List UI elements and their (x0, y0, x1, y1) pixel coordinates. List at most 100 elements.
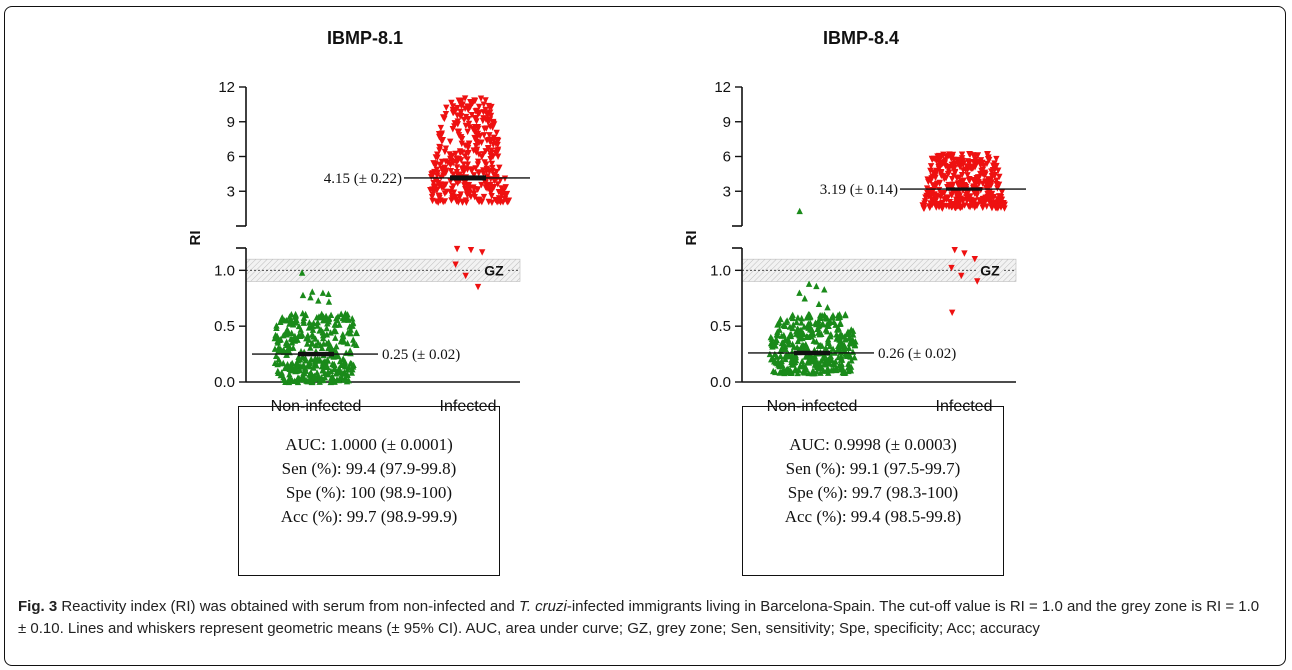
data-point-infected (961, 181, 968, 189)
data-point-non-infected (280, 348, 288, 355)
data-point-infected (428, 171, 435, 178)
data-point-non-infected (289, 377, 296, 384)
stats-accuracy: Acc (%): 99.4 (98.5-99.8) (784, 507, 962, 526)
data-point-non-infected (295, 375, 303, 382)
data-point-non-infected (796, 207, 803, 215)
data-point-infected (482, 97, 489, 104)
data-point-non-infected (794, 325, 801, 332)
data-point-non-infected (308, 339, 316, 346)
data-point-infected (928, 175, 935, 182)
data-point-infected (442, 110, 450, 118)
data-point-infected (485, 198, 492, 206)
data-point-infected (464, 156, 471, 163)
data-point-infected (488, 188, 495, 195)
data-point-infected (958, 155, 966, 162)
data-point-non-infected (795, 366, 802, 373)
data-point-infected (436, 182, 443, 189)
data-point-infected (442, 169, 449, 177)
data-point-non-infected (845, 334, 853, 341)
data-point-non-infected (319, 289, 327, 296)
data-point-non-infected (769, 340, 776, 347)
data-point-infected (457, 149, 464, 157)
data-point-non-infected (288, 339, 296, 346)
data-point-infected (1000, 202, 1007, 209)
data-point-non-infected (332, 334, 339, 341)
data-point-non-infected (798, 341, 806, 349)
data-point-infected (979, 204, 986, 211)
data-point-non-infected (286, 320, 293, 327)
data-point-non-infected (333, 343, 340, 350)
data-point-non-infected (790, 321, 797, 328)
data-point-infected (991, 160, 998, 167)
data-point-infected (453, 164, 461, 171)
data-point-infected (929, 200, 936, 208)
data-point-infected (927, 163, 935, 170)
data-point-non-infected (840, 344, 848, 352)
data-point-non-infected (845, 364, 852, 371)
data-point-infected (477, 95, 485, 102)
data-point-non-infected (774, 331, 782, 339)
data-point-non-infected (820, 360, 828, 367)
data-point-infected (938, 192, 945, 199)
data-point-infected (459, 198, 467, 205)
data-point-non-infected (786, 323, 794, 330)
data-point-infected (460, 169, 467, 176)
data-point-infected (498, 185, 505, 192)
data-point-infected (458, 108, 465, 116)
data-point-non-infected (299, 291, 307, 299)
data-point-non-infected (840, 369, 848, 376)
data-point-non-infected (788, 313, 795, 320)
data-point-non-infected (307, 293, 314, 301)
data-point-non-infected (821, 286, 828, 293)
data-point-infected (465, 120, 473, 128)
data-point-infected (973, 190, 980, 197)
data-point-infected (948, 309, 956, 316)
data-point-non-infected (781, 353, 789, 360)
data-point-infected (482, 179, 489, 187)
data-point-infected (995, 198, 1002, 206)
data-point-infected (463, 190, 471, 198)
data-point-non-infected (314, 318, 321, 326)
data-point-infected (493, 129, 500, 137)
data-point-infected (464, 128, 471, 136)
data-point-non-infected (338, 335, 346, 342)
data-point-infected (488, 147, 495, 154)
data-point-non-infected (333, 348, 340, 355)
data-point-infected (494, 148, 501, 155)
data-point-non-infected (288, 329, 295, 336)
data-point-infected (453, 245, 461, 253)
data-point-non-infected (341, 369, 348, 376)
data-point-infected (475, 103, 483, 111)
data-point-infected (946, 199, 954, 206)
data-point-infected (958, 272, 965, 280)
plot-title: IBMP-8.1 (327, 28, 403, 48)
data-point-infected (951, 247, 958, 254)
data-point-infected (936, 179, 943, 187)
data-point-infected (448, 99, 455, 107)
data-point-non-infected (848, 339, 855, 346)
data-point-infected (502, 184, 509, 191)
data-point-non-infected (325, 290, 332, 297)
data-point-non-infected (820, 367, 827, 374)
data-point-non-infected (281, 317, 288, 324)
data-point-infected (427, 186, 434, 194)
data-point-infected (461, 182, 468, 189)
data-point-infected (950, 156, 957, 164)
data-point-infected (974, 174, 982, 181)
data-point-infected (473, 146, 481, 154)
data-point-non-infected (304, 361, 312, 369)
stats-auc: AUC: 0.9998 (± 0.0003) (789, 435, 957, 454)
y-axis-label: RI (683, 231, 700, 246)
data-point-infected (938, 161, 946, 168)
data-point-infected (473, 138, 480, 146)
data-point-non-infected (834, 346, 842, 353)
data-point-infected (997, 194, 1004, 201)
data-point-infected (452, 150, 459, 158)
data-point-infected (985, 188, 992, 196)
data-point-infected (945, 152, 952, 160)
data-point-non-infected (307, 344, 314, 351)
data-point-infected (498, 191, 506, 198)
data-point-infected (490, 118, 497, 126)
data-point-infected (480, 170, 487, 178)
data-point-infected (497, 177, 504, 184)
